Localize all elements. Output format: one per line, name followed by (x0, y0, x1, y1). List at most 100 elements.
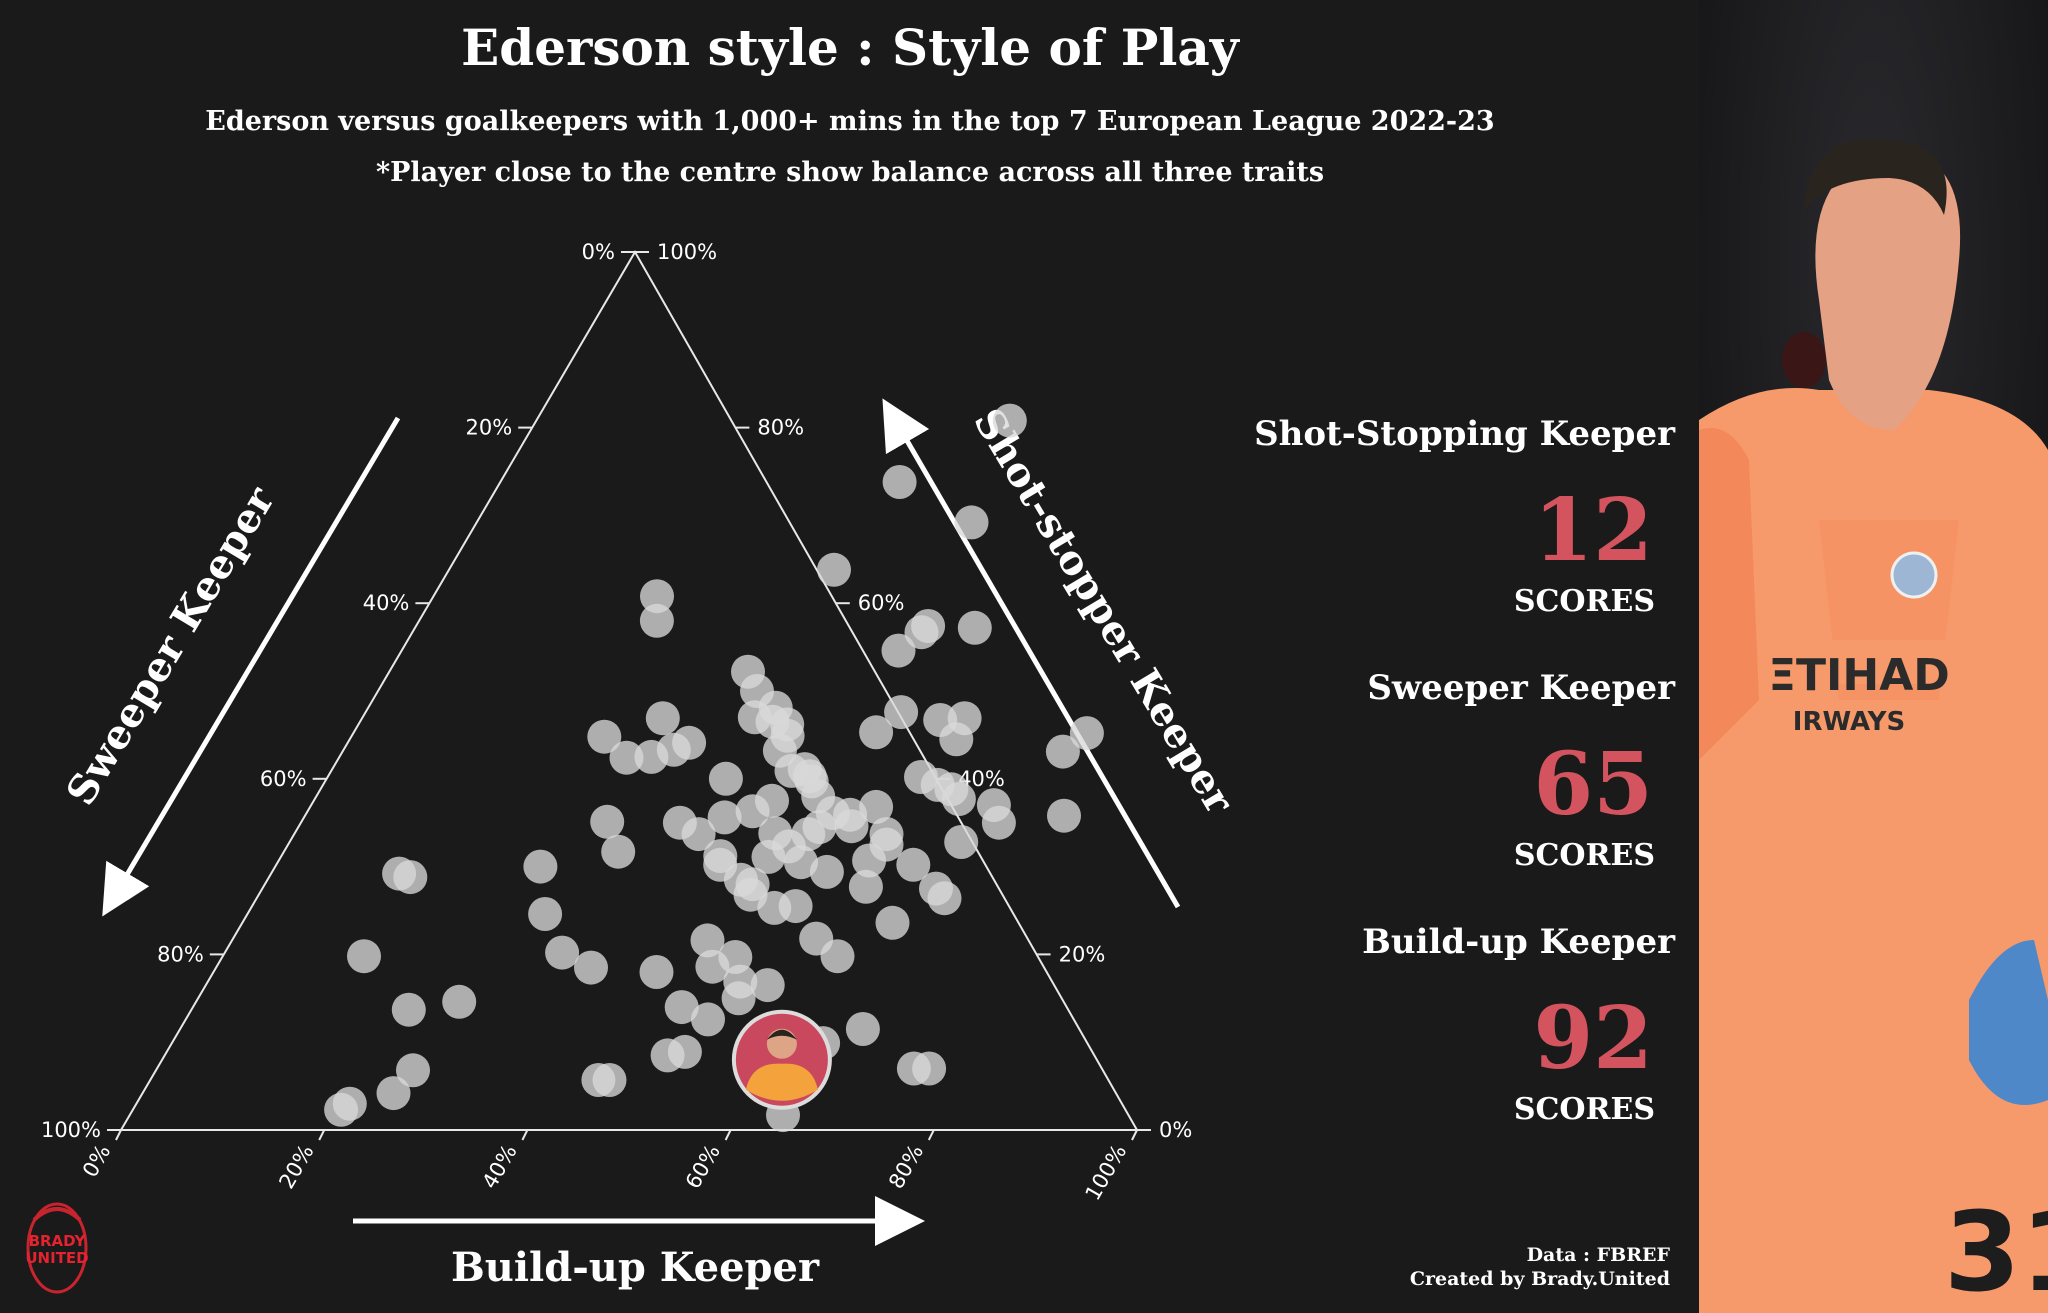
left-tick-label: 40% (363, 591, 410, 615)
left-tick-label: 100% (41, 1118, 101, 1142)
page-note: *Player close to the centre show balance… (375, 157, 1325, 188)
data-point (393, 860, 428, 895)
data-point (609, 740, 644, 775)
data-point (707, 800, 742, 835)
data-point (690, 923, 725, 958)
data-point (681, 817, 716, 852)
bottom-tick-label: 20% (274, 1141, 318, 1193)
bottom-tick-label: 0% (78, 1141, 115, 1182)
ederson-marker-hair (766, 1029, 797, 1040)
ederson-marker (731, 1009, 832, 1110)
data-point (941, 782, 976, 816)
data-point (957, 610, 992, 645)
data-point (708, 761, 743, 796)
bottom-tick-mark (1131, 1129, 1138, 1141)
data-point (817, 552, 851, 587)
data-point (523, 849, 558, 884)
data-point (882, 465, 917, 499)
build-up-axis-title: Build-up Keeper (451, 1244, 820, 1291)
data-point (1045, 734, 1080, 769)
bottom-tick-mark (318, 1129, 326, 1141)
data-point (640, 579, 674, 614)
brady-united-logo: BRADY UNITED (25, 1202, 89, 1294)
data-point (784, 845, 818, 880)
data-point (639, 955, 674, 989)
data-point (601, 834, 636, 869)
bottom-tick-label: 80% (884, 1141, 928, 1193)
bottom-tick-label: 100% (1081, 1141, 1132, 1205)
svg-text:ΞTIHAD: ΞTIHAD (1768, 650, 1950, 701)
data-point (645, 701, 680, 736)
chart-frame (107, 250, 1151, 1141)
ternary-triangle (119, 250, 1139, 1131)
right-tick-label: 20% (1059, 942, 1106, 966)
left-tick-label: 20% (466, 416, 513, 440)
left-tick-label: 0% (582, 240, 615, 264)
data-point (820, 939, 855, 974)
page-title: Ederson style : Style of Play (461, 18, 1239, 77)
player-photo: ΞTIHAD IRWAYS 31 (1699, 0, 2048, 1313)
data-point (347, 939, 381, 974)
data-point (845, 1012, 880, 1046)
data-point (592, 1063, 627, 1097)
data-point (755, 783, 789, 818)
stat-buildup-label: Build-up Keeper (1362, 922, 1675, 962)
data-point (735, 867, 770, 902)
stat-sweeper-value: 65 (1533, 734, 1653, 835)
data-point (912, 1051, 947, 1086)
data-point (324, 1092, 359, 1127)
data-point (574, 950, 608, 985)
data-point (809, 854, 844, 889)
ternary-chart: 0%0% 100%20%20% 80%40%40% 60%60%60% 40%80%80… (41, 240, 1240, 1291)
right-tick-label: 0% (1159, 1118, 1192, 1142)
data-point (750, 968, 785, 1003)
data-point (672, 725, 707, 760)
stat-buildup-value: 92 (1533, 988, 1653, 1089)
bottom-tick-mark (521, 1129, 529, 1141)
data-point (848, 869, 883, 904)
data-point (927, 881, 962, 916)
right-tick-label: 60% (858, 591, 905, 615)
data-point (691, 1002, 725, 1037)
data-point (590, 804, 625, 839)
data-point (1047, 798, 1081, 833)
data-point (881, 633, 916, 668)
axis-arrows: Sweeper Keeper Shot-stopper KeeperBuild-u… (57, 398, 1240, 1291)
data-point (944, 825, 979, 859)
tick-labels: 0%0% 100%20%20% 80%40%40% 60%60%60% 40%80%80… (41, 240, 1192, 1205)
data-point (859, 715, 894, 750)
data-point (528, 897, 563, 931)
bottom-tick-mark (724, 1129, 732, 1141)
data-point (731, 654, 765, 689)
data-point (778, 889, 813, 924)
left-tick-label: 80% (157, 942, 204, 966)
data-point (954, 505, 989, 540)
bottom-tick-mark (115, 1129, 122, 1141)
right-tick-label: 100% (657, 240, 717, 264)
bottom-tick-label: 60% (681, 1141, 725, 1193)
data-source-credit: Data : FBREF (1526, 1244, 1670, 1266)
data-point (834, 809, 869, 844)
data-point (587, 719, 622, 754)
author-credit: Created by Brady.United (1409, 1268, 1670, 1290)
data-point (852, 843, 887, 878)
data-point (545, 935, 580, 970)
stat-buildup-unit: SCORES (1513, 1092, 1655, 1127)
data-point (664, 990, 699, 1025)
data-point (875, 905, 910, 940)
player-photo-illustration: ΞTIHAD IRWAYS 31 (1699, 0, 2048, 1313)
data-point (1069, 716, 1104, 751)
sweeper-axis-title: Sweeper Keeper (57, 478, 284, 813)
bottom-tick-mark (927, 1129, 935, 1141)
svg-text:31: 31 (1944, 1188, 2048, 1313)
data-point (939, 722, 974, 757)
data-point (992, 403, 1027, 438)
svg-text:BRADY: BRADY (29, 1232, 87, 1250)
data-points (324, 403, 1104, 1133)
data-point (884, 695, 919, 730)
data-point (376, 1076, 411, 1111)
shot-stopper-arrow (882, 398, 1181, 909)
bottom-tick-label: 40% (478, 1141, 522, 1193)
data-point (442, 984, 477, 1019)
data-point (391, 992, 426, 1027)
